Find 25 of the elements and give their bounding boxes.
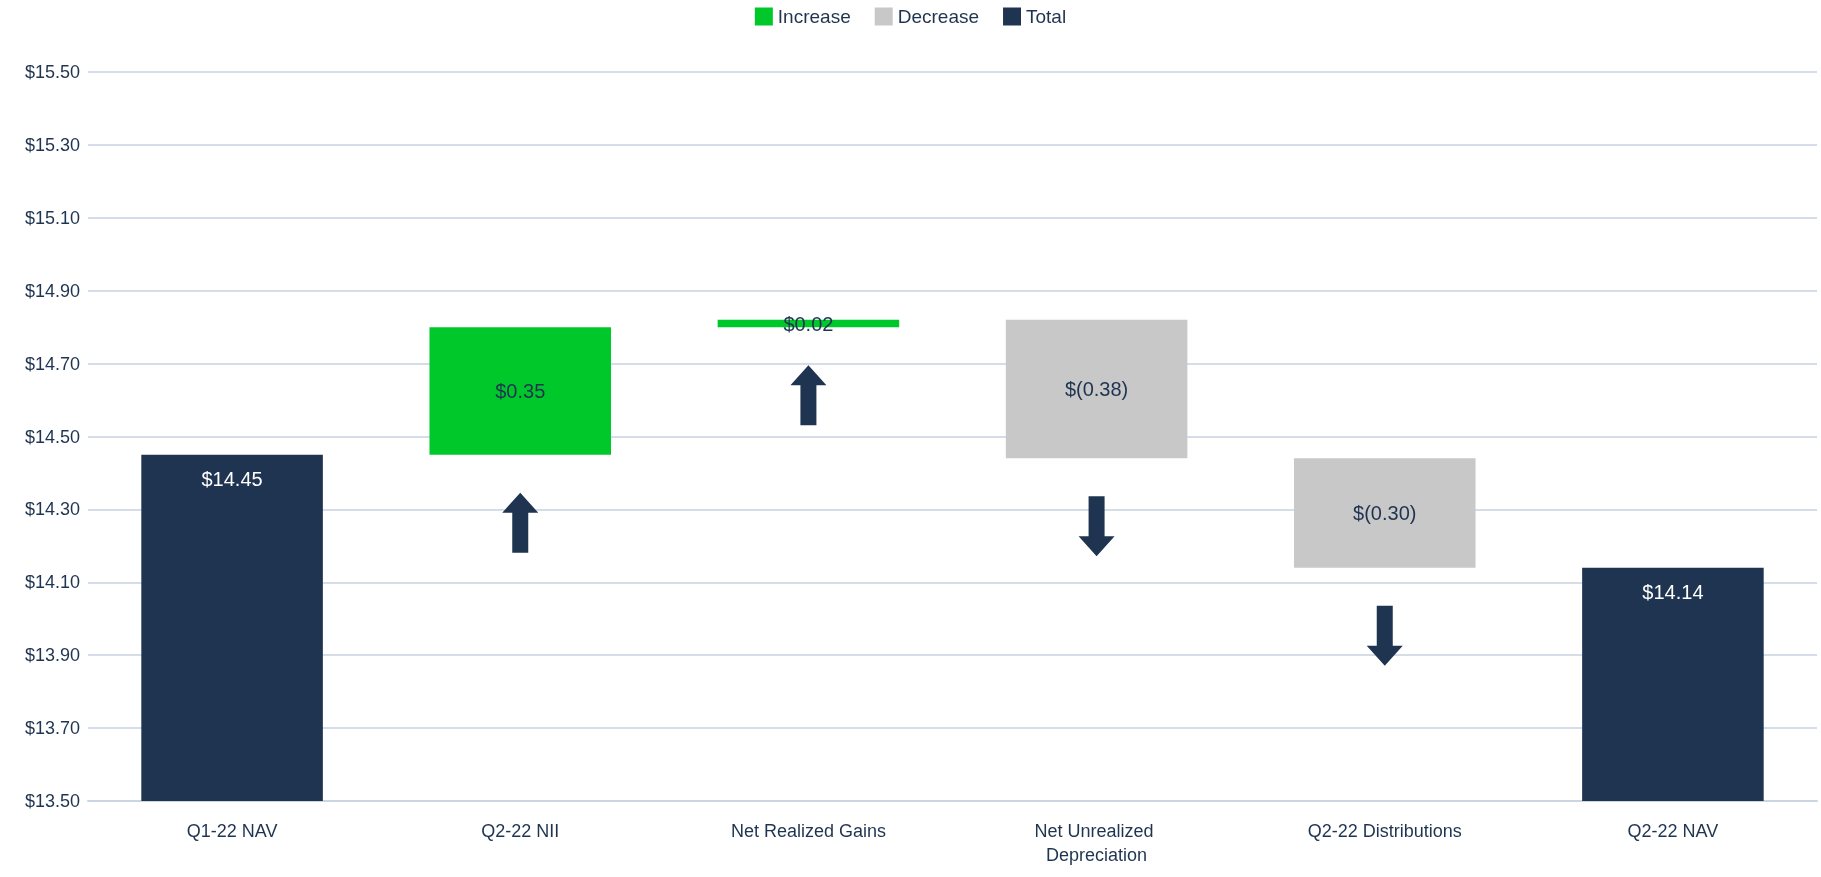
x-tick-label: Net Realized Gains bbox=[730, 821, 886, 841]
y-tick-label: $15.30 bbox=[24, 134, 80, 155]
x-tick-label: Q2-22 NAV bbox=[1627, 821, 1719, 841]
data-label: $(0.38) bbox=[1064, 378, 1129, 401]
y-tick-label: $14.90 bbox=[24, 280, 80, 301]
y-tick-label: $14.30 bbox=[24, 499, 80, 520]
x-tick-label: Q1-22 NAV bbox=[186, 821, 278, 841]
data-label: $14.45 bbox=[201, 467, 263, 490]
y-tick-label: $14.50 bbox=[24, 426, 80, 447]
data-label: $0.35 bbox=[495, 379, 546, 402]
y-tick-label: $13.90 bbox=[24, 645, 80, 666]
legend-label: Increase bbox=[777, 6, 851, 27]
y-tick-label: $13.70 bbox=[24, 718, 80, 739]
data-label: $14.14 bbox=[1642, 580, 1704, 603]
y-tick-label: $13.50 bbox=[24, 791, 80, 811]
y-tick-label: $14.10 bbox=[24, 572, 80, 593]
x-tick-label: Q2-22 NII bbox=[481, 821, 560, 841]
legend-label: Total bbox=[1026, 6, 1067, 27]
y-tick-label: $14.70 bbox=[24, 353, 80, 374]
data-label: $(0.30) bbox=[1353, 502, 1417, 525]
x-tick-label: Net Unrealized Depreciation bbox=[1034, 821, 1159, 865]
y-tick-label: $15.50 bbox=[24, 62, 80, 82]
x-tick-label: Q2-22 Distributions bbox=[1307, 821, 1462, 841]
legend-label: Decrease bbox=[897, 6, 980, 27]
y-tick-label: $15.10 bbox=[24, 207, 80, 228]
